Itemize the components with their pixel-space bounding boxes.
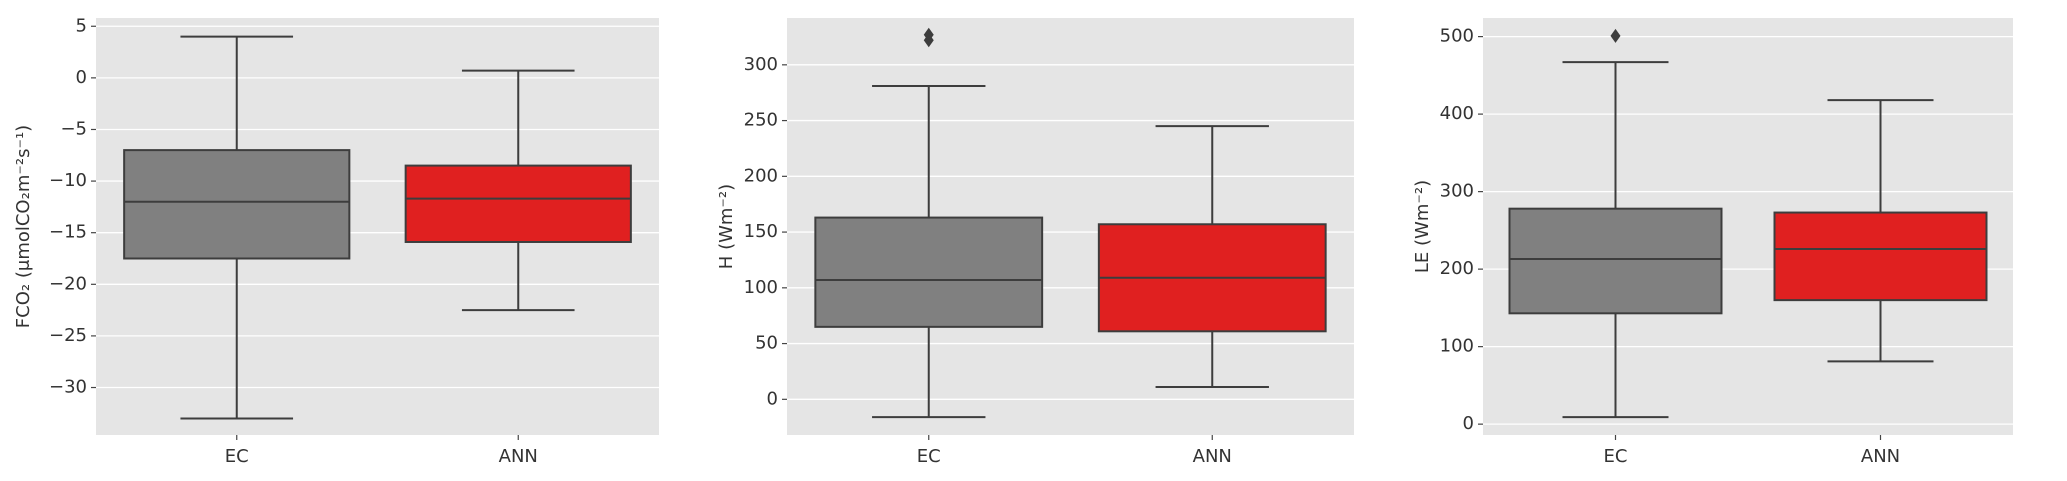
box — [123, 149, 351, 260]
y-tick-label: 250 — [744, 110, 778, 131]
x-tick-label: ANN — [1193, 446, 1232, 467]
y-tick-label: 150 — [744, 221, 778, 242]
y-tick-label: 0 — [767, 388, 778, 409]
y-axis-label: LE (Wm⁻²) — [1412, 180, 1433, 273]
y-tick-label: 200 — [1440, 258, 1474, 279]
y-axis-label: FCO₂ (μmolCO₂m⁻²s⁻¹) — [13, 125, 34, 328]
x-tick-label: EC — [917, 446, 941, 467]
y-tick-label: −25 — [49, 325, 87, 346]
y-tick-label: 300 — [1440, 181, 1474, 202]
y-tick-label: 50 — [755, 333, 778, 354]
y-tick-label: −15 — [49, 222, 87, 243]
y-tick-label: 0 — [1463, 413, 1474, 434]
y-tick-label: −5 — [60, 118, 87, 139]
y-tick-label: −10 — [49, 170, 87, 191]
box — [404, 164, 632, 243]
y-tick-label: 400 — [1440, 103, 1474, 124]
y-tick-label: 0 — [76, 67, 87, 88]
outlier — [923, 27, 934, 42]
box — [1773, 211, 1988, 302]
y-tick-label: 100 — [1440, 336, 1474, 357]
y-tick-label: 100 — [744, 277, 778, 298]
x-tick-label: EC — [225, 446, 249, 467]
y-tick-label: 5 — [76, 15, 87, 36]
outlier — [1610, 28, 1621, 43]
y-axis-label: H (Wm⁻²) — [716, 184, 737, 269]
y-tick-label: −30 — [49, 377, 87, 398]
y-tick-label: 300 — [744, 54, 778, 75]
box — [814, 216, 1044, 328]
box — [1508, 207, 1723, 315]
y-tick-label: −20 — [49, 273, 87, 294]
y-tick-label: 200 — [744, 165, 778, 186]
x-tick-label: EC — [1604, 446, 1628, 467]
y-tick-label: 500 — [1440, 26, 1474, 47]
x-tick-label: ANN — [1861, 446, 1900, 467]
x-tick-label: ANN — [499, 446, 538, 467]
